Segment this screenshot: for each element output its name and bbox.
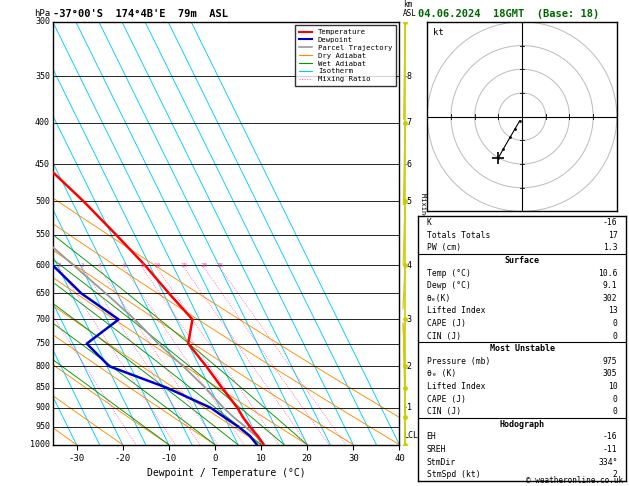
Text: Lifted Index: Lifted Index bbox=[426, 382, 485, 391]
Text: 350: 350 bbox=[35, 71, 50, 81]
Text: 10.6: 10.6 bbox=[598, 269, 618, 278]
Legend: Temperature, Dewpoint, Parcel Trajectory, Dry Adiabat, Wet Adiabat, Isotherm, Mi: Temperature, Dewpoint, Parcel Trajectory… bbox=[296, 25, 396, 86]
Text: -4: -4 bbox=[403, 261, 413, 270]
Text: 17: 17 bbox=[608, 231, 618, 240]
Text: Most Unstable: Most Unstable bbox=[489, 344, 555, 353]
Text: 13: 13 bbox=[608, 306, 618, 315]
Text: Dewp (°C): Dewp (°C) bbox=[426, 281, 470, 290]
Text: EH: EH bbox=[426, 433, 437, 441]
Text: θₑ (K): θₑ (K) bbox=[426, 369, 456, 379]
Text: -7: -7 bbox=[403, 119, 413, 127]
Text: 2: 2 bbox=[613, 470, 618, 479]
Text: -3: -3 bbox=[403, 315, 413, 324]
Text: 750: 750 bbox=[35, 339, 50, 348]
Text: 04.06.2024  18GMT  (Base: 18): 04.06.2024 18GMT (Base: 18) bbox=[418, 9, 599, 19]
Text: Pressure (mb): Pressure (mb) bbox=[426, 357, 490, 366]
Text: 10: 10 bbox=[608, 382, 618, 391]
Text: 500: 500 bbox=[35, 197, 50, 206]
Text: Temp (°C): Temp (°C) bbox=[426, 269, 470, 278]
Text: -11: -11 bbox=[603, 445, 618, 454]
Text: CIN (J): CIN (J) bbox=[426, 331, 460, 341]
Text: 450: 450 bbox=[35, 160, 50, 169]
Text: 25: 25 bbox=[216, 263, 224, 268]
Text: 302: 302 bbox=[603, 294, 618, 303]
Text: θₑ(K): θₑ(K) bbox=[426, 294, 451, 303]
Text: 300: 300 bbox=[35, 17, 50, 26]
Text: hPa: hPa bbox=[34, 9, 50, 17]
Text: 10: 10 bbox=[153, 263, 161, 268]
Text: 950: 950 bbox=[35, 422, 50, 431]
Text: 700: 700 bbox=[35, 315, 50, 324]
Text: km
ASL: km ASL bbox=[403, 0, 417, 17]
Text: -1: -1 bbox=[403, 403, 413, 412]
Text: StmDir: StmDir bbox=[426, 458, 456, 467]
Text: CIN (J): CIN (J) bbox=[426, 407, 460, 417]
Text: 650: 650 bbox=[35, 289, 50, 298]
Text: 850: 850 bbox=[35, 383, 50, 392]
Text: 975: 975 bbox=[603, 357, 618, 366]
Text: 8: 8 bbox=[141, 263, 145, 268]
Text: -6: -6 bbox=[403, 160, 413, 169]
Text: 305: 305 bbox=[603, 369, 618, 379]
Text: 334°: 334° bbox=[598, 458, 618, 467]
Text: 15: 15 bbox=[181, 263, 188, 268]
Text: K: K bbox=[426, 218, 431, 227]
Text: 0: 0 bbox=[613, 395, 618, 404]
Text: LCL: LCL bbox=[403, 431, 418, 440]
Text: Surface: Surface bbox=[504, 256, 540, 265]
Text: 400: 400 bbox=[35, 119, 50, 127]
Text: 2: 2 bbox=[58, 263, 62, 268]
Text: 0: 0 bbox=[613, 319, 618, 328]
Text: -16: -16 bbox=[603, 433, 618, 441]
Text: CAPE (J): CAPE (J) bbox=[426, 395, 465, 404]
Text: © weatheronline.co.uk: © weatheronline.co.uk bbox=[526, 476, 623, 485]
Text: -37°00'S  174°4B'E  79m  ASL: -37°00'S 174°4B'E 79m ASL bbox=[53, 9, 228, 19]
Text: 20: 20 bbox=[201, 263, 208, 268]
Text: SREH: SREH bbox=[426, 445, 446, 454]
Text: StmSpd (kt): StmSpd (kt) bbox=[426, 470, 480, 479]
Text: Totals Totals: Totals Totals bbox=[426, 231, 490, 240]
Text: PW (cm): PW (cm) bbox=[426, 243, 460, 252]
Text: 0: 0 bbox=[613, 407, 618, 417]
Text: kt: kt bbox=[433, 28, 443, 36]
Text: 6: 6 bbox=[123, 263, 126, 268]
Text: 550: 550 bbox=[35, 230, 50, 239]
Text: -16: -16 bbox=[603, 218, 618, 227]
Text: 900: 900 bbox=[35, 403, 50, 412]
Text: -5: -5 bbox=[403, 197, 413, 206]
Text: CAPE (J): CAPE (J) bbox=[426, 319, 465, 328]
Text: 9.1: 9.1 bbox=[603, 281, 618, 290]
Text: 800: 800 bbox=[35, 362, 50, 371]
Text: Mixing Ratio (g/kg): Mixing Ratio (g/kg) bbox=[420, 193, 427, 274]
Text: -8: -8 bbox=[403, 71, 413, 81]
Text: 1000: 1000 bbox=[30, 440, 50, 449]
Text: Lifted Index: Lifted Index bbox=[426, 306, 485, 315]
Text: 4: 4 bbox=[97, 263, 101, 268]
Text: Hodograph: Hodograph bbox=[499, 420, 545, 429]
Text: 600: 600 bbox=[35, 261, 50, 270]
Text: 0: 0 bbox=[613, 331, 618, 341]
Text: -2: -2 bbox=[403, 362, 413, 371]
Text: 3: 3 bbox=[81, 263, 84, 268]
Text: 1.3: 1.3 bbox=[603, 243, 618, 252]
X-axis label: Dewpoint / Temperature (°C): Dewpoint / Temperature (°C) bbox=[147, 468, 306, 478]
